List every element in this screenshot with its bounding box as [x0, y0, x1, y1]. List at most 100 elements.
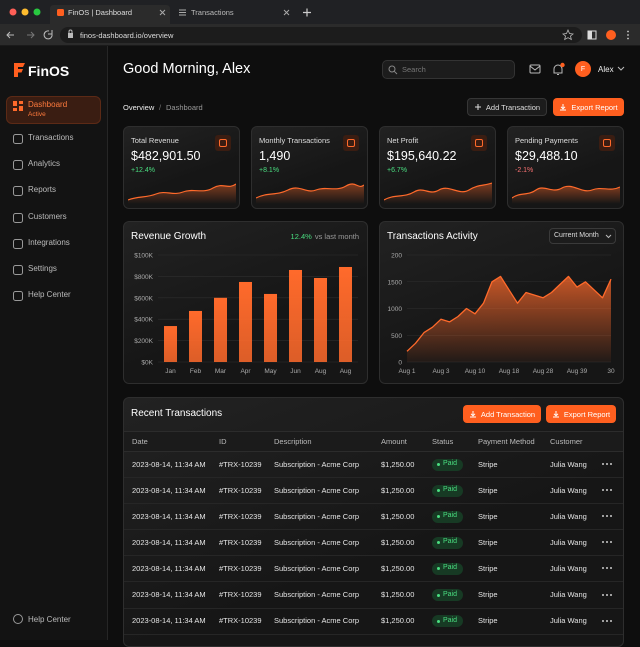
row-menu[interactable] [601, 619, 613, 623]
nav-label[interactable]: Dashboard [28, 100, 68, 109]
row-divider [124, 581, 623, 583]
button-label: Export Report [571, 102, 618, 112]
table-header-bg [124, 431, 623, 452]
cell: 2023-08-14, 11:34 AM [132, 537, 206, 547]
row-menu[interactable] [601, 462, 613, 466]
dropdown[interactable] [549, 228, 616, 244]
cell: Subscription - Acme Corp [274, 459, 360, 469]
greeting: Good Morning, Alex [123, 61, 251, 77]
cell: 2023-08-14, 11:34 AM [132, 459, 206, 469]
status-dot [437, 619, 440, 623]
avatar[interactable]: F [575, 61, 591, 77]
url[interactable]: finos-dashboard.io/overview [80, 31, 174, 40]
cell: #TRX-10239 [219, 511, 262, 521]
icon [13, 186, 23, 197]
icon [13, 212, 23, 223]
card-icon [215, 135, 231, 151]
row-menu[interactable] [601, 488, 613, 492]
user-name[interactable]: Alex [598, 65, 614, 74]
column-header: Customer [550, 437, 583, 446]
cell: Stripe [478, 563, 498, 573]
chart: Transactions Activity 0 500 1000 1500 200 Aug … [387, 231, 615, 375]
export-button[interactable]: Export Report [553, 98, 624, 116]
export-button[interactable]: Export Report [546, 405, 616, 423]
card-icon [343, 135, 359, 151]
column-header: ID [219, 437, 227, 446]
icon [19, 106, 23, 111]
bar [239, 281, 252, 362]
icon [13, 101, 17, 106]
nav-label[interactable]: Reports [28, 185, 57, 195]
chart-title: Revenue Growth [131, 231, 206, 242]
icon [13, 108, 17, 111]
nav-label[interactable]: Settings [28, 264, 57, 273]
status: Paid [443, 616, 458, 624]
cell: Subscription - Acme Corp [274, 511, 360, 521]
cell: $1,250.00 [381, 537, 415, 547]
nav-icon [13, 238, 23, 249]
cell: Julia Wang [550, 537, 587, 547]
row-divider [124, 503, 623, 505]
dot [610, 619, 612, 622]
card-title: Monthly Transactions [259, 136, 330, 145]
search[interactable] [382, 60, 515, 79]
breadcrumb-separator: / [159, 103, 162, 112]
nav-label[interactable]: Customers [28, 211, 67, 221]
cell: $1,250.00 [381, 590, 415, 599]
button-label: Add Transaction [485, 102, 541, 112]
dot [606, 515, 608, 518]
nav-icon [13, 101, 23, 111]
cell: Stripe [478, 459, 498, 469]
chevron [617, 66, 625, 71]
nav-icon [13, 186, 23, 197]
dot [602, 593, 604, 596]
button-label: Export Report [563, 409, 611, 419]
export-button[interactable]: Add Transaction [463, 405, 541, 423]
dropdown-chevron [605, 234, 612, 239]
dot [602, 619, 604, 622]
status-pill [432, 615, 463, 628]
sidebar: FinOS Help Center Dashboard Active Transac… [0, 46, 108, 640]
card-title: Total Revenue [131, 136, 179, 145]
add-button[interactable]: Add Transaction [467, 98, 547, 116]
tab-title[interactable]: FinOS | Dashboard [68, 8, 133, 17]
row-menu[interactable] [601, 566, 613, 570]
icon [13, 238, 23, 249]
row-menu[interactable] [601, 593, 613, 597]
search-placeholder: Search [402, 65, 426, 74]
nav-label[interactable]: Transactions [28, 133, 74, 142]
address-bar: finos-dashboard.io/overview [0, 24, 640, 46]
row-menu[interactable] [601, 540, 613, 544]
cell: Subscription - Acme Corp [274, 563, 360, 573]
dot [606, 463, 608, 465]
y-tick-label: 0 [398, 360, 402, 367]
icon-bg [599, 135, 615, 151]
card-title: Pending Payments [515, 136, 578, 145]
tab-title[interactable]: Transactions [191, 8, 234, 17]
card-title: Net Profit [387, 136, 419, 145]
bar [339, 266, 352, 362]
row-menu[interactable] [601, 514, 613, 518]
bar [289, 269, 302, 362]
nav-label[interactable]: Help Center [28, 290, 71, 300]
nav-label[interactable]: Analytics [28, 159, 61, 169]
icon [13, 160, 23, 171]
icon [474, 104, 481, 110]
icon [475, 139, 483, 147]
status-pill [432, 536, 463, 549]
nav-label[interactable]: Integrations [28, 237, 70, 247]
annotation-text: vs last month [315, 232, 359, 241]
breadcrumb-item[interactable]: Overview [123, 103, 155, 112]
sidebar-footer[interactable]: Help Center [28, 615, 71, 624]
cell: Subscription - Acme Corp [274, 590, 360, 599]
status-pill [432, 458, 463, 471]
icon [393, 70, 398, 75]
address-icons [6, 27, 629, 43]
cell: $1,250.00 [381, 511, 415, 521]
row-divider [124, 607, 623, 609]
cell: #TRX-10239 [219, 459, 262, 469]
button-icon [474, 104, 481, 110]
sparkline [256, 183, 364, 204]
y-tick-label: 1500 [388, 279, 403, 286]
dropdown-label[interactable]: Current Month [554, 232, 599, 239]
